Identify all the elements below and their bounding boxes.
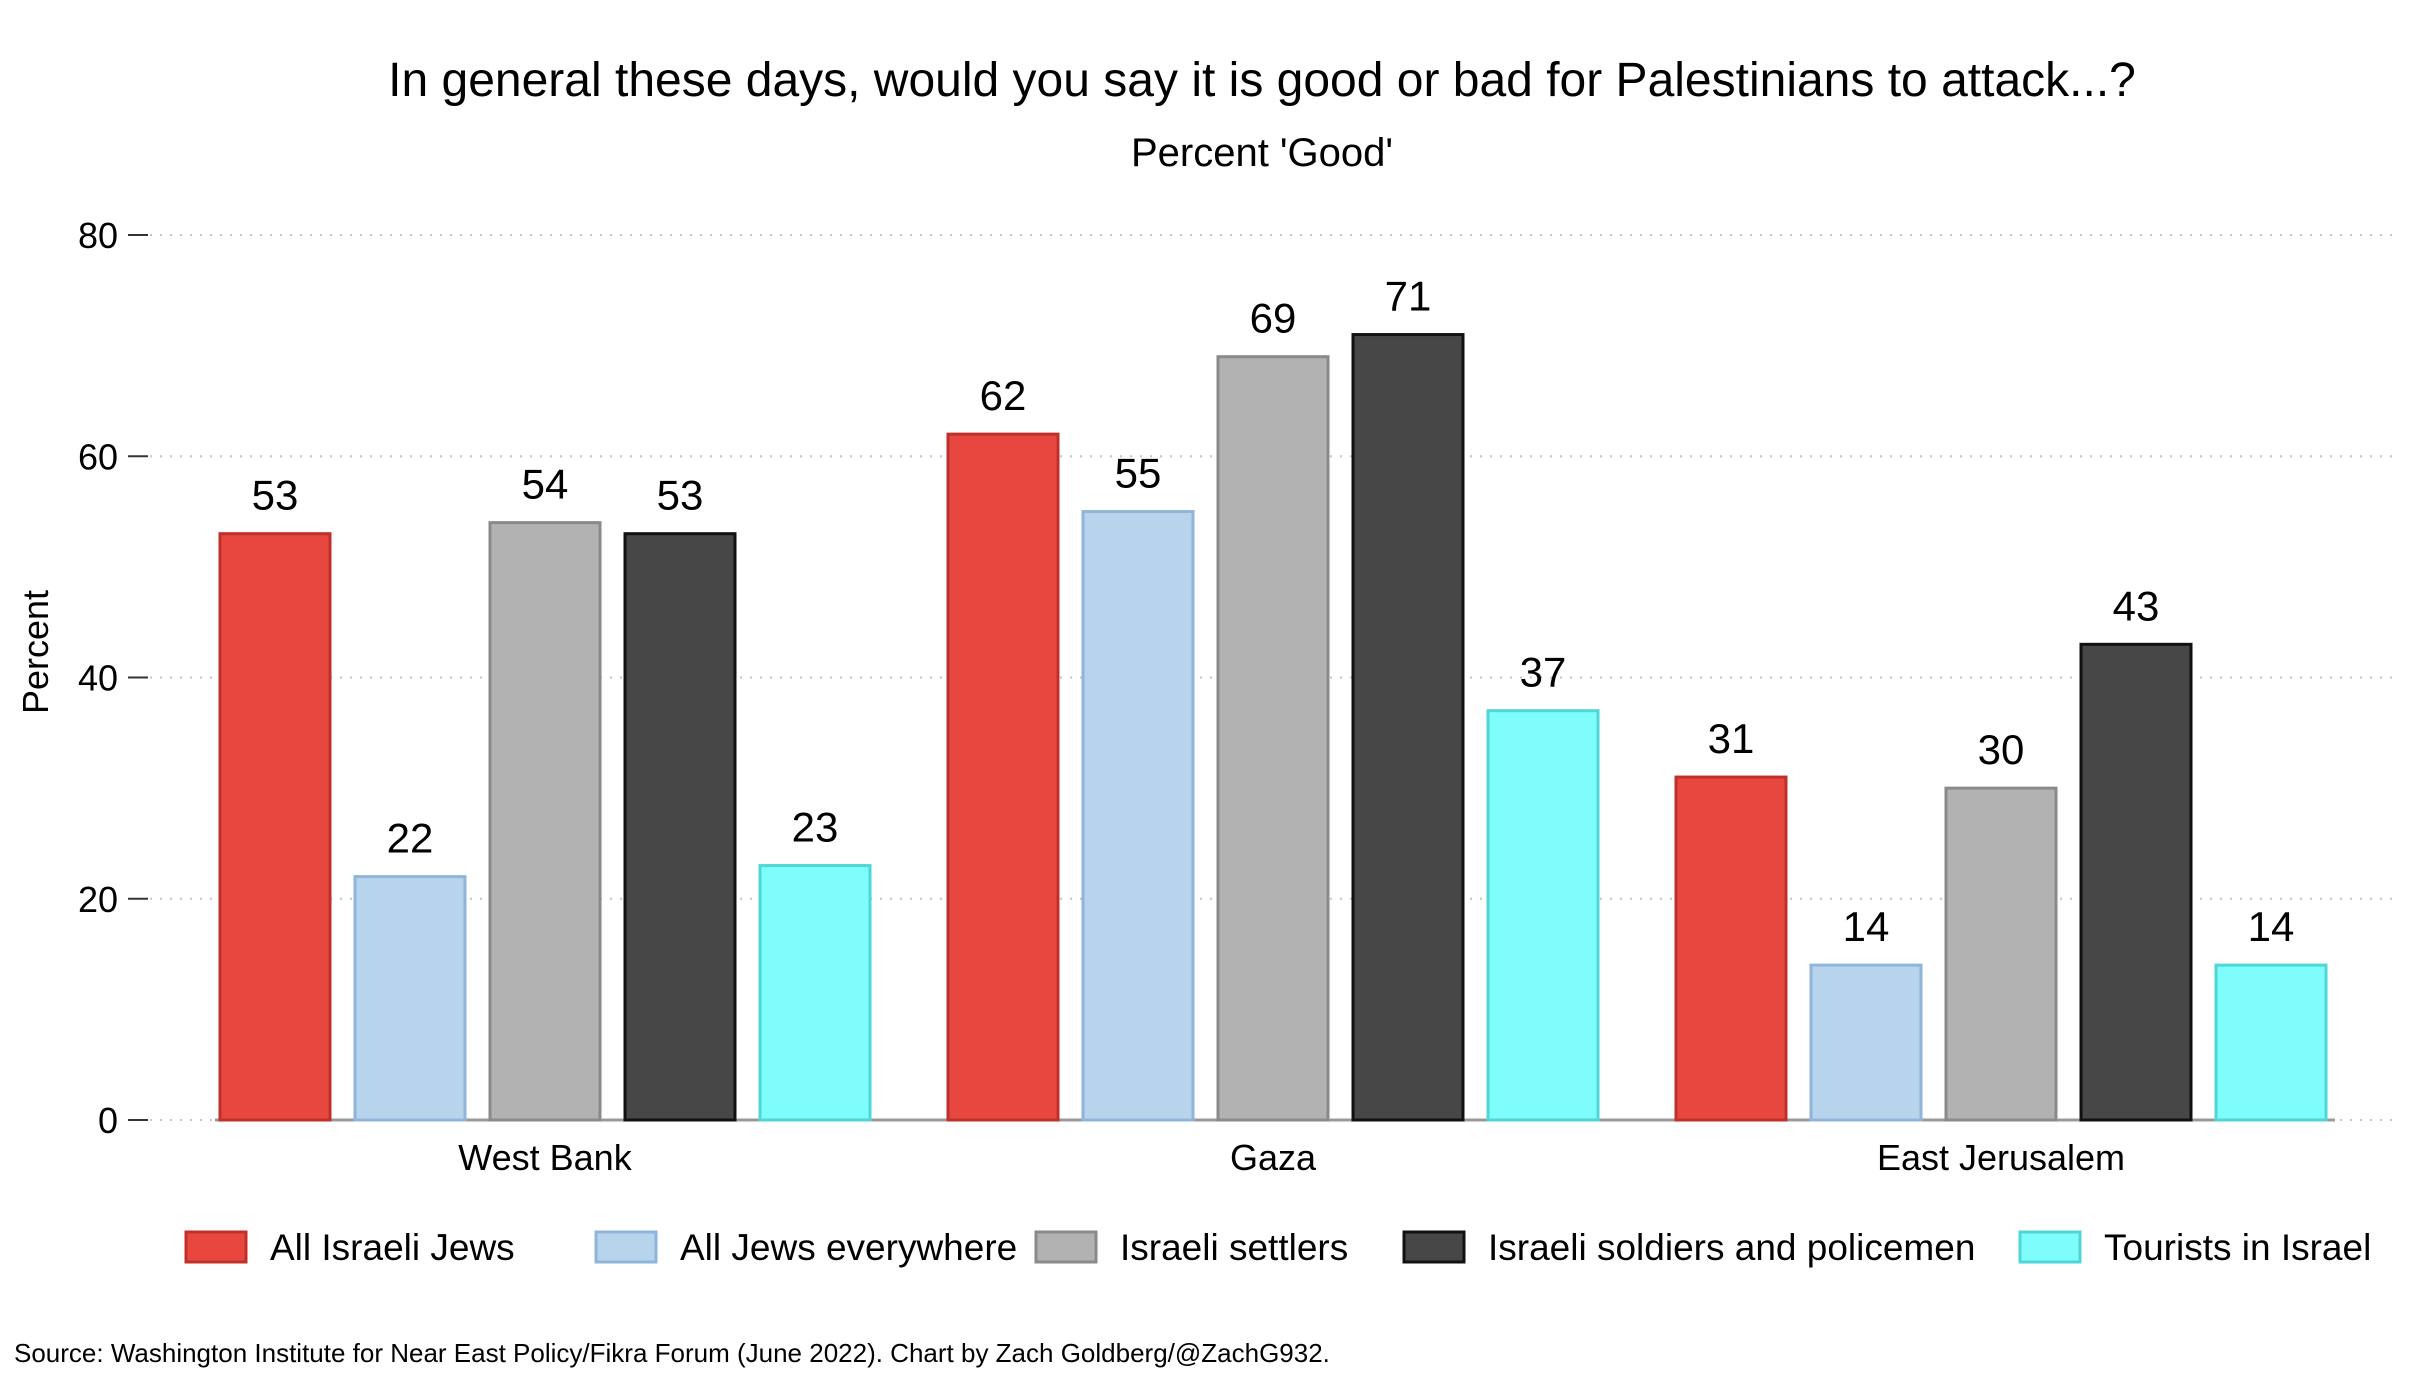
- data-label-1-3: 71: [1385, 273, 1432, 320]
- y-axis-ticks: 0 20 40 60 80: [78, 215, 148, 1141]
- data-label-0-3: 53: [657, 472, 704, 519]
- bar-1-3: [1351, 333, 1465, 1122]
- bar-2-0: [1674, 775, 1788, 1122]
- data-label-1-1: 55: [1115, 450, 1162, 497]
- legend-label-3: Israeli soldiers and policemen: [1488, 1227, 1975, 1268]
- chart-title: In general these days, would you say it …: [388, 54, 2136, 107]
- x-tick-label-2: East Jerusalem: [1877, 1137, 2125, 1178]
- chart-subtitle: Percent 'Good': [1131, 131, 1393, 175]
- bar-0-2: [488, 521, 602, 1122]
- legend-label-2: Israeli settlers: [1120, 1227, 1348, 1268]
- data-label-0-2: 54: [522, 461, 569, 508]
- data-label-2-1: 14: [1843, 903, 1890, 950]
- legend-label-0: All Israeli Jews: [270, 1227, 515, 1268]
- bar-2-1: [1809, 963, 1923, 1122]
- legend: All Israeli Jews All Jews everywhere Israe…: [184, 1227, 2371, 1268]
- x-tick-label-1: Gaza: [1230, 1137, 1317, 1178]
- data-label-2-4: 14: [2248, 903, 2295, 950]
- bar-2-4: [2214, 963, 2328, 1122]
- legend-swatch-2: [1034, 1230, 1098, 1264]
- data-label-0-4: 23: [792, 804, 839, 851]
- data-label-2-2: 30: [1978, 726, 2025, 773]
- bar-1-2: [1216, 355, 1330, 1122]
- legend-label-1: All Jews everywhere: [680, 1227, 1017, 1268]
- x-tick-label-0: West Bank: [458, 1137, 632, 1178]
- bar-1-1: [1081, 510, 1195, 1122]
- bar-1-0: [946, 432, 1060, 1122]
- bar-2-2: [1944, 786, 2058, 1122]
- x-axis-ticks: West Bank Gaza East Jerusalem: [458, 1137, 2125, 1178]
- bar-0-4: [758, 864, 872, 1122]
- legend-swatch-4: [2018, 1230, 2082, 1264]
- bar-0-1: [353, 875, 467, 1122]
- y-tick-label-4: 80: [78, 215, 118, 256]
- bars: [215, 333, 2335, 1122]
- bar-2-3: [2079, 642, 2193, 1122]
- legend-label-4: Tourists in Israel: [2104, 1227, 2371, 1268]
- source-note: Source: Washington Institute for Near Ea…: [14, 1338, 1330, 1368]
- data-label-2-0: 31: [1708, 715, 1755, 762]
- data-label-0-1: 22: [387, 815, 434, 862]
- y-axis-label: Percent: [15, 590, 56, 714]
- y-tick-label-1: 20: [78, 879, 118, 920]
- data-label-1-0: 62: [980, 372, 1027, 419]
- y-tick-label-2: 40: [78, 658, 118, 699]
- data-label-1-2: 69: [1250, 295, 1297, 342]
- data-label-1-4: 37: [1520, 649, 1567, 696]
- y-tick-label-3: 60: [78, 436, 118, 477]
- data-label-0-0: 53: [252, 472, 299, 519]
- legend-swatch-1: [594, 1230, 658, 1264]
- data-label-2-3: 43: [2113, 582, 2160, 629]
- data-labels: 53 22 54 53 23 62 55 69 71 37 31 14 30 43 14: [252, 273, 2295, 951]
- legend-swatch-0: [184, 1230, 248, 1264]
- legend-swatch-3: [1402, 1230, 1466, 1264]
- y-tick-label-0: 0: [98, 1100, 118, 1141]
- bar-1-4: [1486, 709, 1600, 1122]
- bar-0-3: [623, 532, 737, 1122]
- bar-0-0: [218, 532, 332, 1122]
